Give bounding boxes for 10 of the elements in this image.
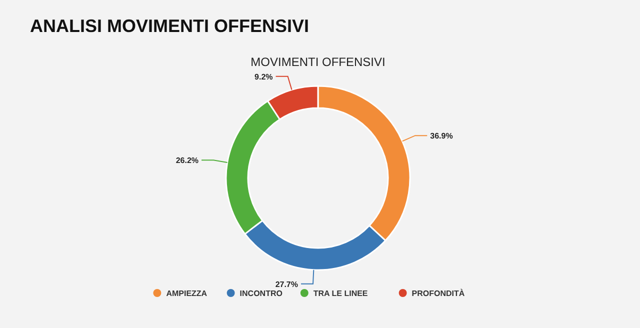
- legend-label: PROFONDITÀ: [412, 288, 465, 298]
- data-label: 36.9%: [430, 132, 453, 141]
- legend-label: TRA LE LINEE: [313, 289, 368, 298]
- legend-label: INCONTRO: [240, 289, 282, 298]
- data-label: 9.2%: [254, 72, 273, 82]
- chart-title: ANALISI MOVIMENTI OFFENSIVI: [30, 16, 310, 36]
- chart-subtitle: MOVIMENTI OFFENSIVI: [250, 55, 386, 69]
- data-label: 27.7%: [275, 280, 298, 289]
- legend-label: AMPIEZZA: [166, 289, 208, 298]
- data-label: 26.2%: [176, 156, 199, 166]
